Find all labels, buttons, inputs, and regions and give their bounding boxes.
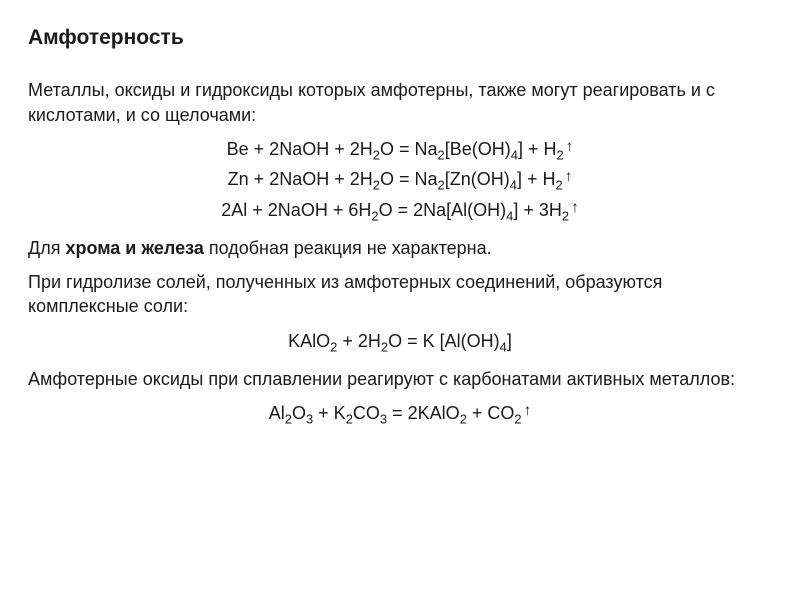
equation-zn: Zn + 2NaOH + 2H2O = Na2[Zn(OH)4] + H2↑ (28, 167, 772, 191)
up-arrow-icon: ↑ (524, 401, 532, 422)
sub: 2 (556, 148, 563, 163)
eq-text: O = Na (380, 169, 438, 189)
up-arrow-icon: ↑ (565, 167, 573, 188)
eq-text: Al (269, 403, 285, 423)
eq-text: ] (507, 331, 512, 351)
sub: 4 (500, 339, 507, 354)
bold-text: хрома и железа (65, 238, 203, 258)
sub: 2 (371, 208, 378, 223)
sub: 4 (511, 148, 518, 163)
sub: 2 (438, 178, 445, 193)
hydrolysis-paragraph: При гидролизе солей, полученных из амфот… (28, 270, 772, 319)
eq-text: + 2H (337, 331, 381, 351)
equation-kalo2: KAlO2 + 2H2O = K [Al(OH)4] (28, 329, 772, 353)
eq-text: 2Al + 2NaOH + 6H (221, 200, 371, 220)
eq-text: + CO (467, 403, 515, 423)
equation-al: 2Al + 2NaOH + 6H2O = 2Na[Al(OH)4] + 3H2↑ (28, 198, 772, 222)
eq-text: [Be(OH) (445, 139, 511, 159)
up-arrow-icon: ↑ (566, 137, 574, 158)
sub: 2 (514, 412, 521, 427)
text: Для (28, 238, 65, 258)
eq-text: CO (353, 403, 380, 423)
page-title: Амфотерность (28, 24, 772, 52)
eq-text: ] + H (517, 169, 556, 189)
eq-text: ] + 3H (513, 200, 562, 220)
eq-text: O = Na (380, 139, 438, 159)
eq-text: [Zn(OH) (445, 169, 510, 189)
sub: 2 (285, 412, 292, 427)
eq-text: KAlO (288, 331, 330, 351)
eq-text: Zn + 2NaOH + 2H (228, 169, 373, 189)
eq-text: + K (313, 403, 346, 423)
sub: 4 (510, 178, 517, 193)
eq-text: ] + H (518, 139, 557, 159)
note-cr-fe: Для хрома и железа подобная реакция не х… (28, 236, 772, 260)
equation-al2o3: Al2O3 + K2CO3 = 2KAlO2 + CO2↑ (28, 401, 772, 425)
eq-text: O = K [Al(OH) (388, 331, 500, 351)
text: подобная реакция не характерна. (204, 238, 492, 258)
sub: 2 (373, 178, 380, 193)
eq-text: O = 2Na[Al(OH) (379, 200, 507, 220)
equation-block-1: Be + 2NaOH + 2H2O = Na2[Be(OH)4] + H2↑ Z… (28, 137, 772, 222)
intro-paragraph: Металлы, оксиды и гидроксиды которых амф… (28, 78, 772, 127)
fusion-paragraph: Амфотерные оксиды при сплавлении реагиру… (28, 367, 772, 391)
eq-text: O (292, 403, 306, 423)
eq-text: Be + 2NaOH + 2H (227, 139, 373, 159)
sub: 2 (346, 412, 353, 427)
equation-be: Be + 2NaOH + 2H2O = Na2[Be(OH)4] + H2↑ (28, 137, 772, 161)
sub: 2 (373, 148, 380, 163)
sub: 2 (555, 178, 562, 193)
up-arrow-icon: ↑ (571, 198, 579, 219)
sub: 2 (437, 148, 444, 163)
sub: 2 (460, 412, 467, 427)
sub: 2 (562, 208, 569, 223)
eq-text: = 2KAlO (387, 403, 460, 423)
